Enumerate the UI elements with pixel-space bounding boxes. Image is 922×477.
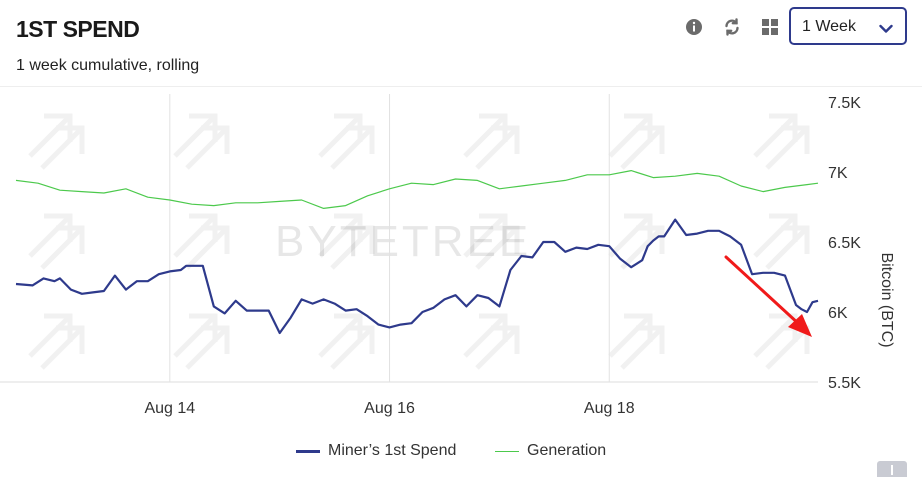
watermark-arrow	[608, 113, 665, 170]
period-select[interactable]: 1 Week	[789, 7, 907, 45]
series-line-generation	[15, 169, 819, 210]
scroll-to-top-button[interactable]	[877, 461, 907, 477]
y-tick-label: 7.5K	[828, 95, 861, 112]
watermark-arrow	[173, 313, 230, 370]
chart-title: 1ST SPEND	[16, 16, 140, 42]
legend-label: Miner’s 1st Spend	[328, 442, 457, 459]
chevron-down-icon	[879, 21, 893, 39]
watermark-arrow	[608, 313, 665, 370]
legend-item-miners-1st-spend[interactable]: Miner’s 1st Spend	[296, 442, 456, 460]
watermark-arrow	[318, 113, 375, 170]
watermark-arrow	[318, 213, 375, 270]
watermark-pattern: BYTETREE	[28, 113, 810, 370]
y-tick-label: 6K	[828, 305, 848, 322]
watermark-text: BYTETREE	[275, 217, 531, 266]
watermark-arrow	[463, 313, 520, 370]
chart-header	[0, 0, 922, 87]
series-line-miners-1st-spend	[15, 218, 819, 335]
x-axis-ticks: Aug 14 Aug 16 Aug 18	[144, 400, 634, 417]
period-select-value: 1 Week	[802, 18, 856, 35]
grid-icon[interactable]	[760, 17, 780, 37]
watermark-arrow	[753, 213, 810, 270]
line-chart: BYTETREE Aug 14 Aug 16 Aug 18 7.5K 7K 6.5K 6K…	[0, 94, 895, 417]
chart-legend: Miner’s 1st Spend Generation	[0, 438, 922, 464]
watermark-arrow	[753, 113, 810, 170]
chart-subtitle: 1 week cumulative, rolling	[16, 57, 200, 74]
refresh-icon[interactable]	[722, 17, 742, 37]
x-tick-label: Aug 14	[144, 400, 195, 417]
legend-item-generation[interactable]: Generation	[495, 442, 606, 460]
y-tick-label: 6.5K	[828, 235, 861, 252]
watermark-arrow	[173, 113, 230, 170]
watermark-arrow	[173, 213, 230, 270]
watermark-arrow	[318, 313, 375, 370]
watermark-arrow	[463, 113, 520, 170]
info-icon[interactable]	[684, 17, 704, 37]
red-arrow-annotation	[724, 255, 812, 337]
arrow-shaft	[724, 255, 802, 327]
y-axis-ticks: 7.5K 7K 6.5K 6K 5.5K	[828, 95, 861, 392]
watermark-arrow	[463, 213, 520, 270]
x-tick-label: Aug 16	[364, 400, 415, 417]
arrow-head	[788, 314, 812, 337]
legend-swatch	[296, 449, 320, 453]
legend-swatch	[495, 450, 519, 452]
y-axis-label: Bitcoin (BTC)	[878, 252, 895, 347]
watermark-arrow	[28, 313, 85, 370]
grid-lines	[0, 94, 818, 383]
watermark-arrow	[28, 213, 85, 270]
watermark-arrow	[608, 213, 665, 270]
legend-label: Generation	[527, 442, 607, 459]
watermark-arrow	[28, 113, 85, 170]
y-tick-label: 7K	[828, 165, 848, 182]
x-tick-label: Aug 18	[584, 400, 635, 417]
y-tick-label: 5.5K	[828, 375, 861, 392]
series-lines	[15, 169, 819, 335]
